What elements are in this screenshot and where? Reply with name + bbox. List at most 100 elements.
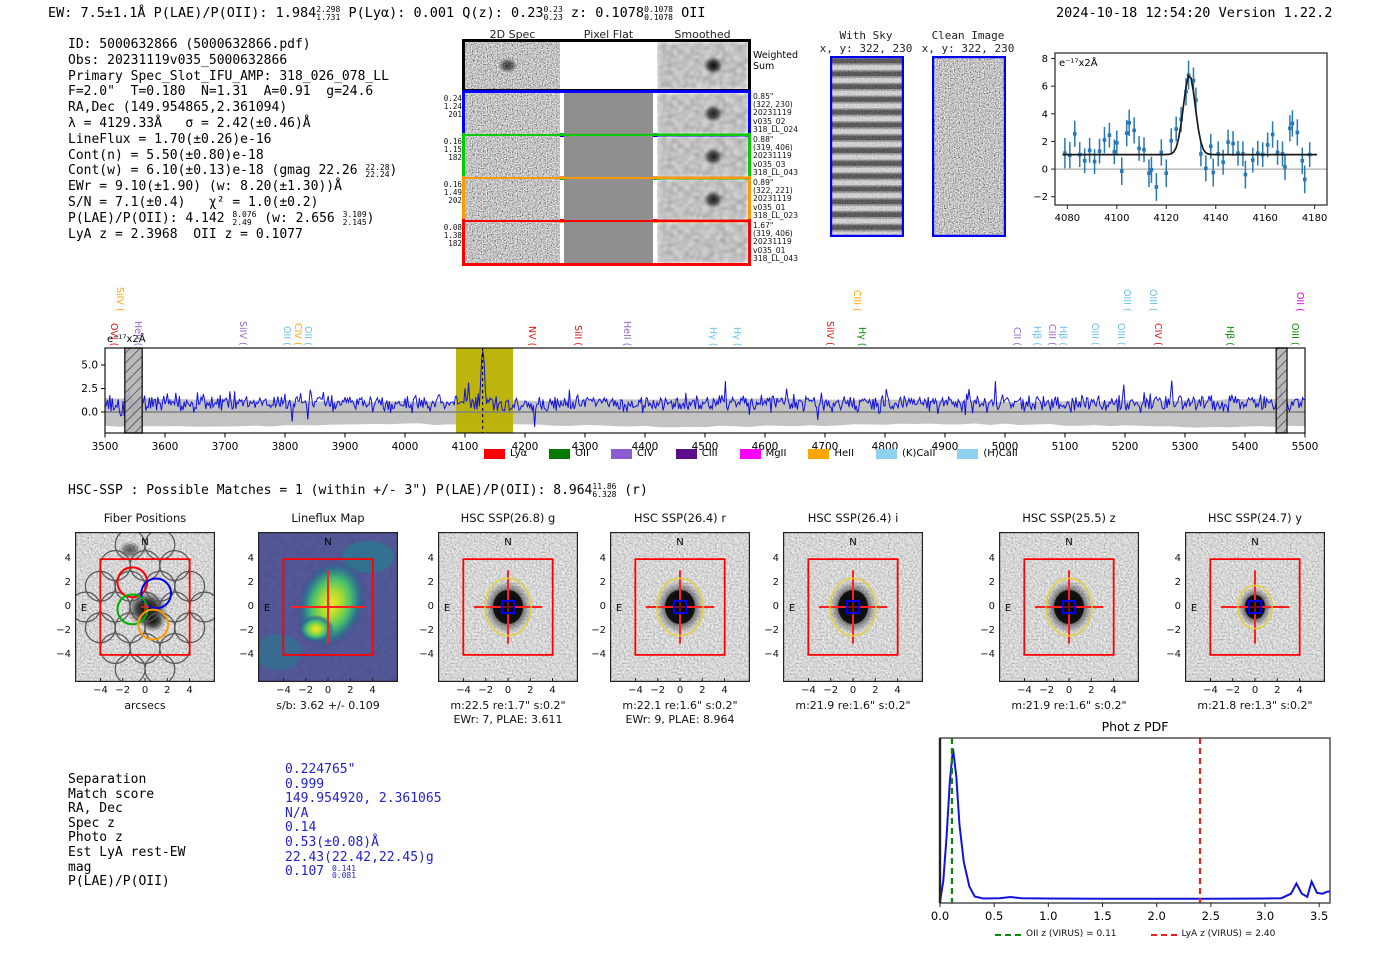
cutout-ytick: 4 bbox=[599, 553, 606, 565]
cutout-ytick: 0 bbox=[599, 601, 606, 612]
cutout-xtick: 2 bbox=[164, 685, 171, 696]
spec2d-row-label: 0.85" (322, 230) 20231119 v035_02 318_LL… bbox=[753, 92, 799, 134]
match-value-5: 0.53(±0.08)Å bbox=[285, 835, 379, 850]
hsc-match-summary: HSC-SSP : Possible Matches = 1 (within +… bbox=[68, 482, 648, 499]
svg-text:3500: 3500 bbox=[92, 441, 119, 453]
photz-legend-lya: LyA z (VIRUS) = 2.40 bbox=[1150, 929, 1275, 939]
cutout-xtick: 0 bbox=[324, 685, 332, 696]
svg-text:1.5: 1.5 bbox=[1093, 909, 1111, 922]
cutout-ytick: −4 bbox=[239, 648, 254, 660]
spec2d-image bbox=[465, 179, 560, 220]
cutout-image-hsc: NE bbox=[610, 532, 750, 682]
smoothed-image bbox=[657, 179, 748, 220]
legend-swatch bbox=[957, 448, 979, 459]
cutout-ytick: 2 bbox=[427, 577, 434, 589]
legend-item-civ: CIV bbox=[610, 448, 654, 459]
svg-text:E: E bbox=[1005, 603, 1011, 614]
match-label-2: RA, Dec bbox=[68, 801, 123, 817]
svg-text:2.5: 2.5 bbox=[1202, 909, 1220, 922]
svg-text:e⁻¹⁷x2Å: e⁻¹⁷x2Å bbox=[1059, 56, 1098, 69]
info-plae: P(LAE)/P(OII): 4.142 8.076 2.49 (w: 2.656… bbox=[68, 210, 375, 227]
match-label-6: mag bbox=[68, 859, 92, 875]
svg-text:3.5: 3.5 bbox=[1310, 909, 1328, 922]
line-marker-h: Hγ ( bbox=[707, 326, 718, 347]
col-title-smoothed: Smoothed bbox=[674, 28, 731, 41]
line-marker-heii: HeII ( bbox=[621, 320, 632, 346]
cutout-ytick: 4 bbox=[988, 553, 995, 565]
spec2d-row-label: Weighted Sum bbox=[753, 50, 798, 72]
photz-legend: OII z (VIRUS) = 0.11 LyA z (VIRUS) = 2.4… bbox=[995, 929, 1275, 939]
line-marker-h: Hβ ( bbox=[1031, 326, 1042, 346]
line-marker-oiii: OIII ( bbox=[1115, 323, 1126, 346]
cutout-xlabel-5: m:21.9 re:1.6" s:0.2" bbox=[1011, 699, 1127, 712]
svg-text:E: E bbox=[264, 603, 270, 614]
cutout-xtick: −2 bbox=[1039, 685, 1055, 696]
cutout-ytick: 0 bbox=[427, 601, 434, 612]
summary-header: EW: 7.5±1.1Å P(LAE)/P(OII): 1.984 2.298 1.… bbox=[48, 5, 706, 22]
cutout-xtick: −4 bbox=[1017, 685, 1032, 696]
cutout-ytick: 2 bbox=[772, 577, 779, 589]
svg-text:5400: 5400 bbox=[1232, 441, 1259, 453]
legend-item-oii: OII bbox=[549, 448, 589, 459]
cleanimage-title: Clean Image x, y: 322, 230 bbox=[921, 29, 1015, 55]
svg-text:E: E bbox=[616, 603, 622, 614]
line-marker-oii: OII ( bbox=[1294, 292, 1305, 312]
pixelflat-image bbox=[564, 179, 653, 220]
svg-text:0.0: 0.0 bbox=[81, 407, 98, 419]
cutout-xtick: −2 bbox=[298, 685, 314, 696]
smoothed-image bbox=[657, 93, 748, 134]
legend-swatch bbox=[739, 448, 761, 459]
cutout-ytick: 2 bbox=[64, 577, 71, 589]
smoothed-image bbox=[657, 222, 748, 263]
cutout-ytick: −2 bbox=[591, 624, 606, 636]
svg-text:E: E bbox=[1191, 603, 1197, 614]
cutout-xtick: 4 bbox=[549, 685, 556, 696]
line-marker-oiii: OIII ( bbox=[1089, 323, 1100, 346]
match-value-7: 0.107 0.141 0.081 bbox=[285, 863, 357, 881]
cutout-ytick: 4 bbox=[1174, 553, 1181, 565]
svg-text:5300: 5300 bbox=[1172, 441, 1199, 453]
info-radec: RA,Dec (149.954865,2.361094) bbox=[68, 100, 288, 116]
cutout-title-4: HSC SSP(26.4) i bbox=[807, 511, 899, 525]
svg-text:N: N bbox=[324, 537, 331, 548]
svg-text:Phot z PDF: Phot z PDF bbox=[1102, 720, 1169, 734]
svg-text:3800: 3800 bbox=[272, 441, 299, 453]
cleanimage-image bbox=[932, 56, 1006, 237]
pixelflat-image bbox=[564, 136, 653, 177]
cutout-image-hsc: NE bbox=[438, 532, 578, 682]
cutout-ytick: 4 bbox=[427, 553, 434, 565]
cutout-xtick: −2 bbox=[650, 685, 666, 696]
cutout-xtick: −4 bbox=[628, 685, 643, 696]
spec2d-row-label: 1.67" (319, 406) 20231119 v035_01 318_LL… bbox=[753, 221, 799, 263]
cutout-xtick: 4 bbox=[186, 685, 193, 696]
svg-text:N: N bbox=[676, 537, 683, 548]
svg-text:4400: 4400 bbox=[632, 441, 659, 453]
cutout-ytick: −2 bbox=[1166, 624, 1181, 636]
svg-text:0.0: 0.0 bbox=[931, 909, 949, 922]
svg-text:4080: 4080 bbox=[1055, 213, 1080, 224]
cutout-ytick: −2 bbox=[56, 624, 71, 636]
cutout-ytick: 2 bbox=[247, 577, 254, 589]
cutout-xtick: 4 bbox=[369, 685, 376, 696]
svg-text:3.0: 3.0 bbox=[1256, 909, 1274, 922]
cutout-xtick: 4 bbox=[1296, 685, 1303, 696]
spec2d-row-scale: 0.16 1.49 202 bbox=[443, 180, 462, 206]
svg-text:3900: 3900 bbox=[332, 441, 359, 453]
cutout-image-lineflux: NE bbox=[258, 532, 398, 682]
cutout-ytick: 2 bbox=[1174, 577, 1181, 589]
cutout-xtick: 2 bbox=[699, 685, 706, 696]
cutout-xtick: 0 bbox=[676, 685, 684, 696]
photz-pdf-chart: Phot z PDF 0.0 0.5 1.0 1.5 2.0 2.5 3.0 3.5 bbox=[931, 720, 1331, 922]
line-marker-ovi: OVI ( bbox=[108, 322, 119, 346]
smoothed-image bbox=[657, 42, 748, 89]
cutout-ytick: 0 bbox=[772, 601, 779, 612]
line-marker-cii: CII ( bbox=[1011, 327, 1022, 346]
svg-text:4: 4 bbox=[1042, 109, 1048, 120]
cutout-xtick: −2 bbox=[115, 685, 131, 696]
match-value-1: 0.999 bbox=[285, 776, 325, 792]
line-marker-oiii: OIII ( bbox=[1289, 323, 1300, 346]
spec2d-row-scale: 0.16 1.15 182 bbox=[443, 137, 462, 163]
svg-text:E: E bbox=[81, 603, 87, 614]
cutout-xlabel-4: m:21.9 re:1.6" s:0.2" bbox=[795, 699, 911, 712]
pixelflat-image bbox=[564, 222, 653, 263]
